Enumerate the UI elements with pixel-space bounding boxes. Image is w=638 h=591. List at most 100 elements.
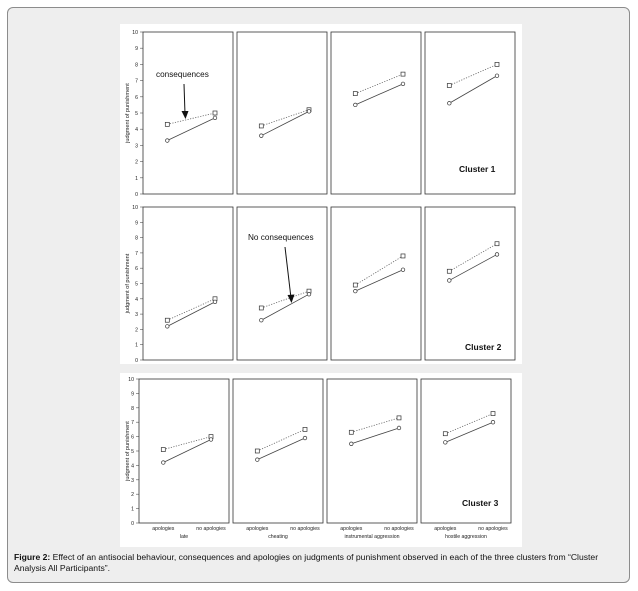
chart-background-cluster-3 (120, 373, 522, 547)
y-tick-label: 10 (128, 377, 134, 383)
y-tick-label: 7 (131, 420, 134, 426)
data-point-square (164, 121, 170, 127)
y-tick-label: 0 (131, 521, 134, 527)
caption-label: Figure 2: (14, 552, 51, 562)
annotation-arrow-head (287, 294, 295, 303)
y-tick-label: 1 (131, 507, 134, 513)
series-line-solid (355, 269, 404, 292)
data-point-square (400, 253, 406, 259)
y-tick-label: 0 (135, 358, 138, 364)
data-point-circle (353, 289, 358, 294)
data-point-square (352, 91, 358, 96)
data-point-square (490, 411, 496, 416)
panel-frame (138, 378, 230, 524)
annotation-label: No consequences (248, 233, 314, 242)
y-tick-label: 3 (135, 143, 138, 149)
y-tick-label: 9 (135, 220, 138, 226)
data-point-circle (208, 437, 214, 442)
data-point-square (494, 241, 500, 247)
annotation-label: consequences (156, 70, 209, 79)
y-tick-label: 8 (135, 236, 138, 242)
data-point-circle (396, 425, 402, 431)
cluster-title: Cluster 1 (459, 164, 496, 174)
cluster-title: Cluster 3 (462, 498, 499, 508)
y-tick-label: 1 (135, 176, 138, 182)
series-line-solid (167, 117, 216, 141)
data-point-circle (443, 440, 448, 445)
chart-background-cluster-1 (120, 24, 522, 202)
data-point-circle (349, 441, 354, 446)
y-tick-label: 1 (135, 343, 138, 349)
y-tick-label: 5 (135, 111, 138, 117)
data-point-circle (212, 115, 218, 121)
x-tick-label: apologies (152, 526, 175, 532)
data-point-circle (490, 420, 496, 425)
y-tick-label: 6 (131, 435, 134, 441)
y-tick-label: 4 (135, 127, 138, 133)
y-tick-label: 10 (132, 30, 138, 36)
annotation-arrow-head (181, 111, 189, 119)
y-tick-label: 0 (135, 192, 138, 198)
y-tick-label: 6 (135, 95, 138, 101)
y-axis-label: judgment of punishment (125, 83, 131, 144)
data-point-square (258, 123, 264, 129)
panel-frame (142, 31, 234, 195)
y-tick-label: 2 (135, 160, 138, 166)
panel-frame (236, 206, 328, 361)
data-point-circle (165, 138, 170, 143)
data-point-square (164, 317, 170, 323)
annotation-arrow-line (183, 83, 186, 115)
series-line-dotted (445, 413, 494, 435)
y-tick-label: 9 (135, 46, 138, 52)
x-tick-label: no apologies (384, 526, 414, 532)
data-point-square (258, 305, 264, 311)
data-point-square (446, 268, 452, 274)
series-line-dotted (163, 436, 212, 450)
series-line-dotted (261, 290, 310, 309)
y-tick-label: 5 (135, 282, 138, 288)
x-tick-label: no apologies (196, 526, 226, 532)
data-point-square (446, 83, 452, 88)
panel-frame (232, 378, 324, 524)
data-point-circle (400, 267, 406, 272)
series-line-dotted (355, 73, 404, 94)
y-tick-label: 3 (135, 312, 138, 318)
x-tick-label: apologies (434, 526, 457, 532)
cluster-title: Cluster 2 (465, 342, 502, 352)
x-tick-label: apologies (246, 526, 269, 532)
data-point-circle (447, 278, 452, 283)
data-point-square (352, 282, 358, 288)
series-line-dotted (167, 298, 216, 321)
data-point-circle (165, 324, 170, 329)
x-tick-label: no apologies (478, 526, 508, 532)
y-tick-label: 5 (131, 449, 134, 455)
y-tick-label: 3 (131, 478, 134, 484)
series-line-solid (261, 111, 310, 137)
series-line-dotted (167, 112, 216, 125)
series-line-solid (355, 83, 404, 106)
data-point-square (160, 447, 166, 452)
data-point-circle (494, 73, 500, 78)
series-line-solid (449, 75, 498, 104)
series-line-solid (445, 421, 494, 443)
data-point-circle (161, 460, 166, 465)
caption-text: Effect of an antisocial behaviour, conse… (14, 552, 599, 573)
behaviour-label: cheating (268, 534, 288, 540)
data-point-circle (494, 252, 500, 257)
panel-frame (142, 206, 234, 361)
data-point-circle (306, 109, 312, 114)
data-point-circle (400, 81, 406, 86)
y-tick-label: 8 (135, 62, 138, 68)
y-tick-label: 6 (135, 266, 138, 272)
data-point-circle (353, 102, 358, 108)
chart-background-cluster-2 (120, 200, 522, 364)
series-line-solid (167, 301, 216, 327)
panel-frame (424, 206, 516, 361)
data-point-circle (259, 318, 264, 323)
y-tick-label: 7 (135, 79, 138, 85)
series-line-solid (261, 293, 310, 321)
panel-frame (424, 31, 516, 195)
y-tick-label: 8 (131, 406, 134, 412)
y-tick-label: 10 (132, 205, 138, 211)
